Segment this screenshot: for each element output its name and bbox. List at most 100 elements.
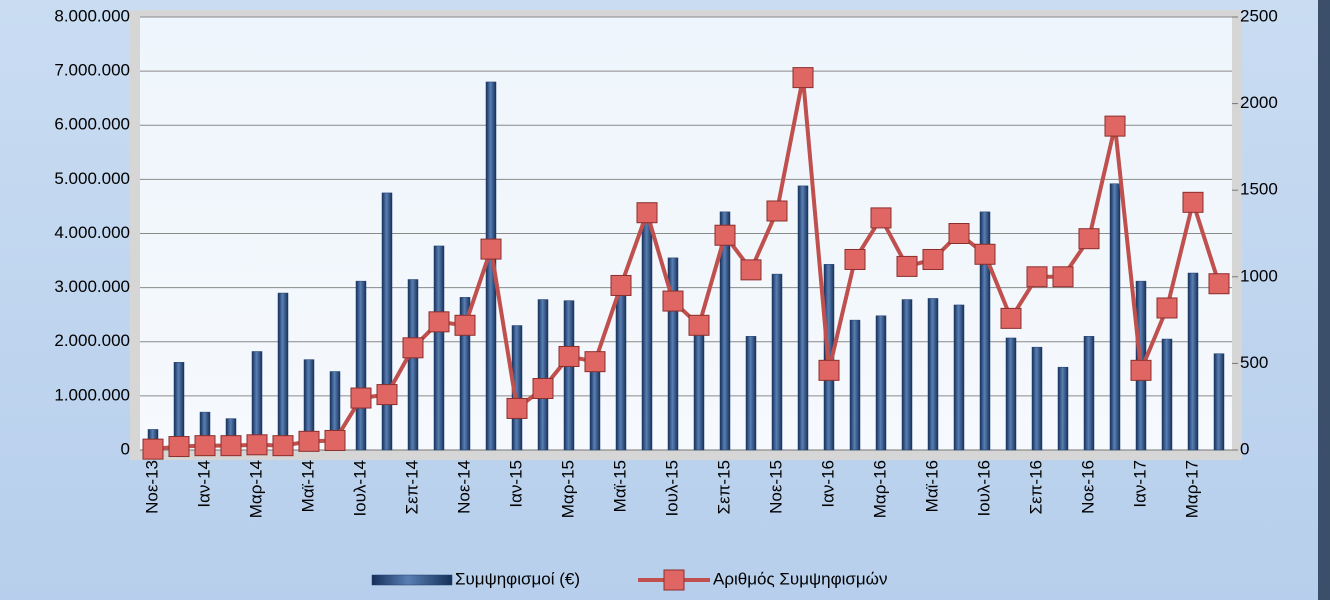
y-tick-label: 6.000.000 bbox=[54, 115, 130, 134]
line-marker bbox=[428, 311, 450, 333]
y2-tick-label: 1500 bbox=[1240, 180, 1278, 199]
x-tick-label: Μαρ-15 bbox=[558, 460, 577, 518]
bar bbox=[1213, 353, 1225, 451]
line-marker bbox=[272, 435, 294, 457]
bar bbox=[953, 304, 965, 451]
x-tick-label: Ιαν-14 bbox=[194, 460, 213, 508]
legend-swatch bbox=[371, 574, 453, 586]
y2-tick-label: 500 bbox=[1240, 353, 1268, 372]
bar bbox=[355, 280, 367, 451]
line-marker bbox=[1104, 115, 1126, 137]
line-marker bbox=[298, 430, 320, 452]
y2-tick-label: 2500 bbox=[1240, 6, 1278, 25]
bar bbox=[563, 300, 575, 451]
x-tick-label: Νοε-14 bbox=[454, 460, 473, 514]
bar bbox=[901, 299, 913, 451]
x-tick-label: Μαρ-14 bbox=[246, 460, 265, 518]
line-marker bbox=[1182, 191, 1204, 213]
bar bbox=[875, 315, 887, 451]
bar bbox=[1083, 336, 1095, 451]
y-tick-label: 2.000.000 bbox=[54, 331, 130, 350]
line-marker bbox=[454, 314, 476, 336]
x-tick-label: Σεπ-15 bbox=[714, 460, 733, 514]
line-marker bbox=[1156, 297, 1178, 319]
y-tick-label: 0 bbox=[121, 439, 130, 458]
legend-swatch bbox=[663, 569, 685, 591]
line-marker bbox=[506, 397, 528, 419]
bar bbox=[459, 297, 471, 451]
bar bbox=[667, 257, 679, 451]
x-tick-label: Σεπ-16 bbox=[1026, 460, 1045, 514]
legend-label: Συμψηφισμοί (€) bbox=[455, 569, 580, 588]
line-marker bbox=[610, 274, 632, 296]
line-marker bbox=[766, 200, 788, 222]
bar bbox=[1031, 346, 1043, 451]
legend-label: Αριθμός Συμψηφισμών bbox=[713, 569, 887, 588]
line-marker bbox=[896, 255, 918, 277]
bar bbox=[771, 273, 783, 451]
y2-tick-label: 2000 bbox=[1240, 93, 1278, 112]
x-tick-label: Μαϊ-15 bbox=[610, 460, 629, 512]
line-marker bbox=[688, 314, 710, 336]
line-marker bbox=[168, 436, 190, 458]
bar bbox=[407, 279, 419, 451]
line-marker bbox=[922, 248, 944, 270]
line-marker bbox=[844, 248, 866, 270]
y-tick-label: 5.000.000 bbox=[54, 169, 130, 188]
bar bbox=[927, 298, 939, 451]
x-tick-label: Ιαν-17 bbox=[1130, 460, 1149, 508]
bar bbox=[1057, 366, 1069, 451]
line-marker bbox=[636, 202, 658, 224]
x-tick-label: Μαρ-16 bbox=[870, 460, 889, 518]
bar bbox=[1187, 272, 1199, 451]
line-marker bbox=[558, 345, 580, 367]
line-marker bbox=[662, 290, 684, 312]
bar bbox=[979, 211, 991, 451]
line-marker bbox=[792, 67, 814, 89]
bar bbox=[693, 325, 705, 451]
x-tick-label: Νοε-15 bbox=[766, 460, 785, 514]
line-marker bbox=[1130, 359, 1152, 381]
x-tick-label: Νοε-13 bbox=[142, 460, 161, 514]
line-marker bbox=[1000, 307, 1022, 329]
bar bbox=[1005, 337, 1017, 451]
line-marker bbox=[1078, 228, 1100, 250]
bar bbox=[381, 192, 393, 451]
line-marker bbox=[870, 207, 892, 229]
bar bbox=[797, 185, 809, 451]
x-tick-label: Σεπ-14 bbox=[402, 460, 421, 514]
y-tick-label: 1.000.000 bbox=[54, 385, 130, 404]
x-tick-label: Ιουλ-15 bbox=[662, 460, 681, 517]
x-tick-label: Ιαν-16 bbox=[818, 460, 837, 508]
line-marker bbox=[480, 238, 502, 260]
line-marker bbox=[350, 387, 372, 409]
line-marker bbox=[376, 384, 398, 406]
line-marker bbox=[220, 435, 242, 457]
bar bbox=[719, 211, 731, 451]
bar bbox=[1161, 338, 1173, 451]
edge bbox=[1318, 0, 1330, 600]
line-marker bbox=[246, 434, 268, 456]
y-tick-label: 8.000.000 bbox=[54, 6, 130, 25]
line-marker bbox=[1052, 266, 1074, 288]
line-marker bbox=[142, 438, 164, 460]
line-marker bbox=[194, 435, 216, 457]
y-tick-label: 3.000.000 bbox=[54, 277, 130, 296]
x-tick-label: Μαρ-17 bbox=[1182, 460, 1201, 518]
bar bbox=[641, 222, 653, 451]
bar bbox=[589, 363, 601, 451]
line-marker bbox=[948, 223, 970, 244]
line-marker bbox=[584, 351, 606, 373]
bar bbox=[537, 299, 549, 451]
line-marker bbox=[1026, 266, 1048, 288]
y2-tick-label: 1000 bbox=[1240, 266, 1278, 285]
x-tick-label: Μαϊ-14 bbox=[298, 460, 317, 512]
line-marker bbox=[1208, 273, 1230, 295]
bar bbox=[745, 336, 757, 451]
y-tick-label: 4.000.000 bbox=[54, 223, 130, 242]
line-marker bbox=[818, 359, 840, 381]
bar bbox=[277, 292, 289, 451]
y2-tick-label: 0 bbox=[1240, 439, 1249, 458]
x-tick-label: Μαϊ-16 bbox=[922, 460, 941, 512]
